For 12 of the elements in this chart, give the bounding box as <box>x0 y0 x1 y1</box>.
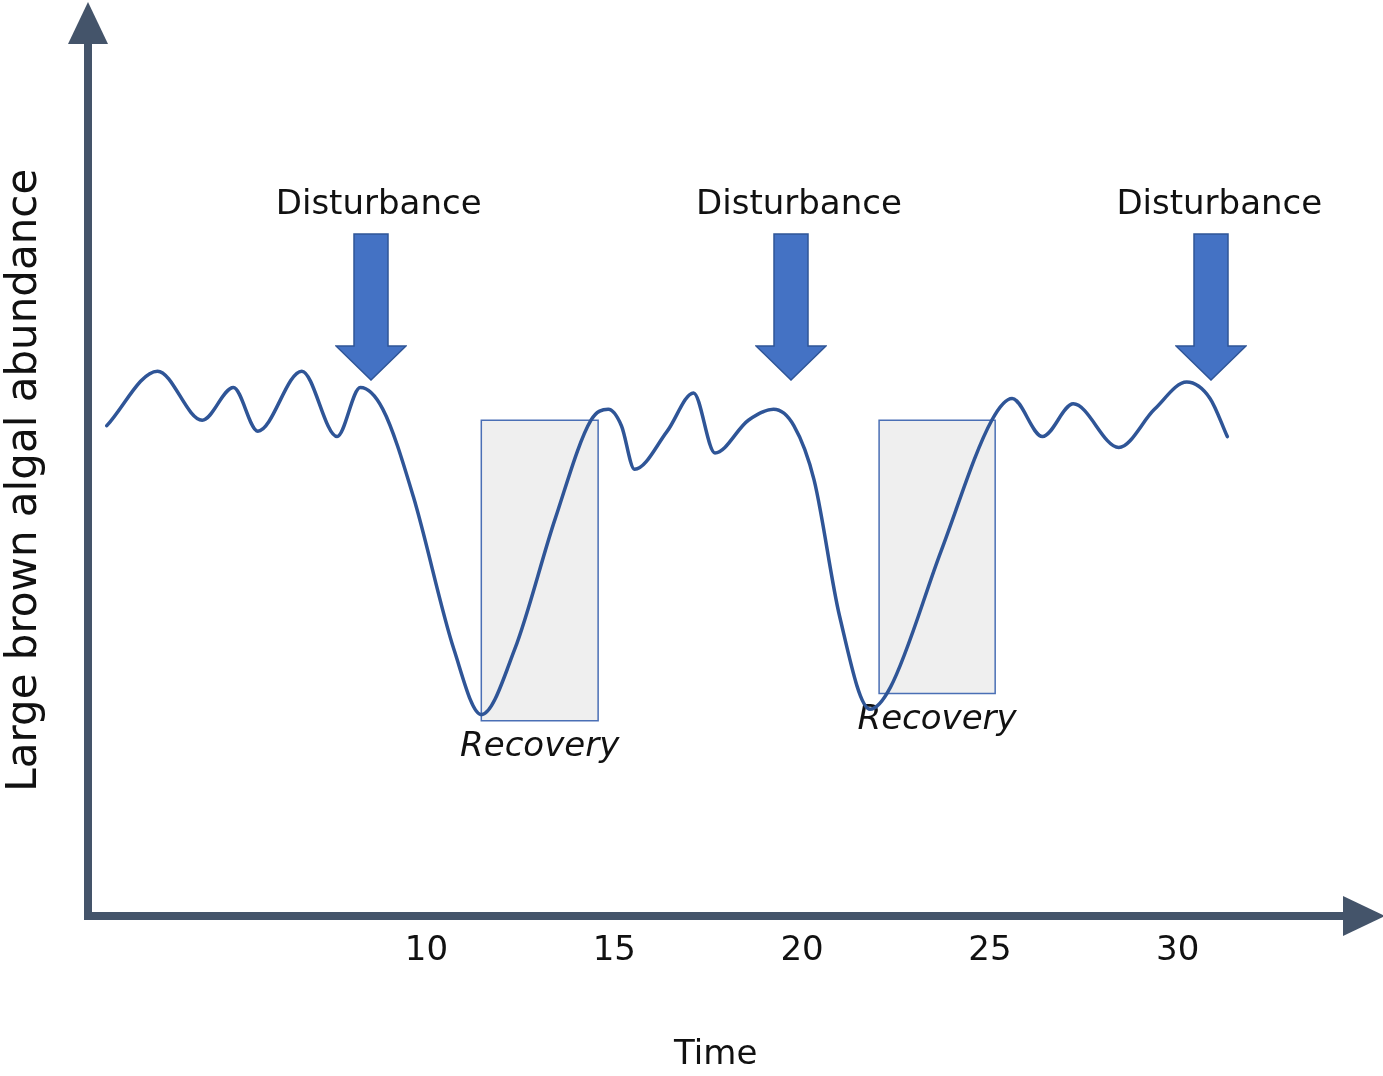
text: Disturbance <box>275 182 482 222</box>
y-axis-title: Large brown algal abundance <box>0 168 47 792</box>
x-tick-label: 20 <box>780 927 824 968</box>
x-tick-label: 30 <box>1156 927 1200 968</box>
x-axis-title: Time <box>673 1032 758 1073</box>
band-label: Recovery <box>460 724 621 765</box>
x-tick-label: 15 <box>592 927 636 968</box>
text: Disturbance <box>696 182 902 222</box>
x-tick-label: 25 <box>968 927 1012 968</box>
band-label: Recovery <box>857 697 1018 738</box>
text: Disturbance <box>1116 182 1323 222</box>
x-tick-label: 10 <box>404 927 449 968</box>
